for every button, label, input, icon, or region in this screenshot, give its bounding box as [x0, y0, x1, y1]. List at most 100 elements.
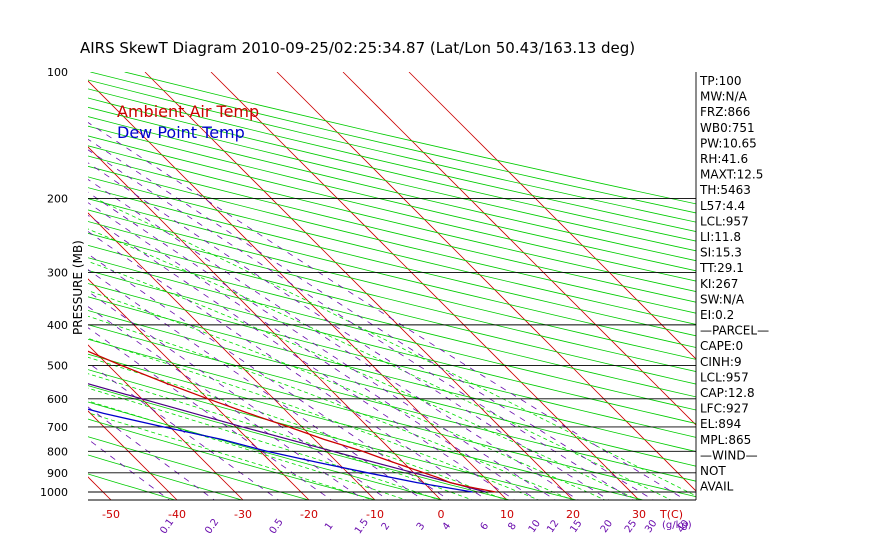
chart-title: AIRS SkewT Diagram 2010-09-25/02:25:34.8… — [80, 39, 635, 57]
ambient-air-temp-line — [88, 350, 496, 493]
mixing-ratio-tick-label: 0.5 — [268, 517, 286, 536]
moist-adiabat-line — [88, 290, 606, 500]
moist-adiabat-line — [88, 356, 507, 500]
mixing-ratio-line — [88, 162, 610, 500]
bottom-temp-tick-label: 20 — [566, 508, 580, 521]
y-axis-label: PRESSURE (MB) — [71, 240, 85, 335]
index-entry: KI:267 — [700, 277, 738, 291]
mixing-ratio-tick-label: 8 — [506, 521, 519, 533]
pressure-tick-label: 800 — [47, 445, 68, 458]
mixing-ratio-tick-label: 12 — [545, 518, 561, 535]
legend-entry: Ambient Air Temp — [117, 102, 259, 121]
dry-adiabat-line — [88, 310, 696, 467]
legend: Ambient Air Temp Dew Point Temp — [117, 102, 259, 142]
bottom-temp-tick-label: -50 — [102, 508, 120, 521]
legend-entry: Dew Point Temp — [117, 123, 245, 142]
index-entry: LCL:957 — [700, 214, 749, 228]
moist-adiabat-line — [88, 260, 639, 500]
dry-adiabat-line — [88, 257, 696, 411]
mixing-ratio-line — [88, 191, 557, 500]
pressure-tick-label: 500 — [47, 360, 68, 373]
isotherm-line — [88, 410, 178, 500]
index-entry: TT:29.1 — [699, 261, 744, 275]
dry-adiabat-line — [88, 198, 696, 348]
mixing-ratio-tick-label: 4 — [441, 521, 454, 533]
bottom-temp-unit: T(C) — [659, 508, 683, 521]
index-entry: LFC:927 — [700, 402, 749, 416]
bottom-temp-tick-label: 10 — [500, 508, 514, 521]
mixing-ratio-line — [88, 138, 655, 500]
mixing-ratio-line — [88, 178, 580, 500]
mixing-ratio-line — [88, 231, 488, 500]
isotherm-line — [144, 72, 574, 500]
index-entry: TH:5463 — [699, 183, 751, 197]
index-entry: NOT — [700, 464, 726, 478]
index-entry: AVAIL — [700, 480, 734, 494]
bottom-temp-tick-label: -30 — [234, 508, 252, 521]
moist-adiabat-line — [88, 228, 672, 500]
dew-point-temp-line — [88, 408, 473, 493]
index-entry: CAP:12.8 — [700, 386, 755, 400]
index-entry: CAPE:0 — [700, 339, 743, 353]
index-entry: EI:0.2 — [700, 308, 734, 322]
index-entry: L57:4.4 — [700, 199, 745, 213]
mixing-ratio-tick-label: 3 — [415, 521, 428, 533]
mixing-ratio-tick-label: 10 — [527, 518, 543, 535]
dry-adiabat-line — [88, 283, 696, 438]
index-entry: SW:N/A — [700, 292, 745, 306]
dry-adiabat-line — [88, 165, 696, 314]
extra-profile-line — [88, 383, 486, 493]
mixing-ratio-tick-label: 20 — [599, 518, 615, 535]
pressure-tick-label: 100 — [47, 66, 68, 79]
mixing-ratio-tick-label: 1 — [323, 521, 336, 533]
dry-adiabat-line — [88, 353, 645, 500]
dry-adiabat-line — [88, 270, 696, 424]
isotherm-line — [408, 72, 696, 360]
index-entry: —WIND— — [700, 448, 758, 462]
mixing-ratio-tick-label: 0.2 — [203, 517, 221, 536]
isotherm-line — [88, 146, 442, 500]
index-entry: FRZ:866 — [700, 105, 750, 119]
moist-adiabat-line — [94, 198, 696, 497]
mixing-ratio-tick-label: 6 — [479, 521, 492, 533]
pressure-tick-label: 1000 — [40, 486, 68, 499]
isotherm-line — [210, 72, 640, 500]
mixing-ratio-unit: (g/kg) — [662, 520, 692, 531]
pressure-tick-label: 400 — [47, 319, 68, 332]
dry-adiabat-line — [88, 187, 696, 337]
index-entry: TP:100 — [699, 74, 742, 88]
bottom-temp-tick-label: 30 — [632, 508, 646, 521]
bottom-temp-tick-label: -20 — [300, 508, 318, 521]
dry-adiabat-line — [88, 296, 696, 452]
index-entry: —PARCEL— — [700, 324, 769, 338]
series-layer — [88, 350, 496, 493]
isotherm-line — [342, 72, 696, 426]
index-entry: LCL:957 — [700, 370, 749, 384]
index-entry: MAXT:12.5 — [700, 168, 763, 182]
isotherm-line — [88, 212, 376, 500]
isobar-grid — [88, 72, 697, 501]
index-entry: MW:N/A — [700, 90, 748, 104]
index-entry: MPL:865 — [700, 433, 751, 447]
bottom-temp-tick-label: -40 — [168, 508, 186, 521]
index-entry: LI:11.8 — [700, 230, 741, 244]
dry-adiabat-line — [88, 244, 696, 398]
dry-adiabat-line — [88, 232, 696, 385]
dry-adiabat-line — [88, 125, 696, 272]
dry-adiabat-line — [88, 135, 696, 282]
index-entry: WB0:751 — [700, 121, 755, 135]
moist-adiabat-line — [88, 373, 474, 500]
dry-adiabat-line — [88, 145, 696, 292]
index-entry: PW:10.65 — [700, 136, 757, 150]
index-entry: CINH:9 — [700, 355, 742, 369]
pressure-tick-labels: 100 200 300 400 500 600 700 800 900 1000 — [40, 66, 68, 499]
index-entry: RH:41.6 — [700, 152, 748, 166]
bottom-temperature-tick-labels: -50 -40 -30 -20 -10 0 10 20 30 — [102, 508, 646, 521]
index-entry: SI:15.3 — [700, 246, 742, 260]
pressure-tick-label: 200 — [47, 192, 68, 205]
dry-adiabat-line — [88, 116, 696, 262]
dry-adiabat-line — [88, 176, 696, 325]
mixing-ratio-line — [88, 149, 634, 500]
